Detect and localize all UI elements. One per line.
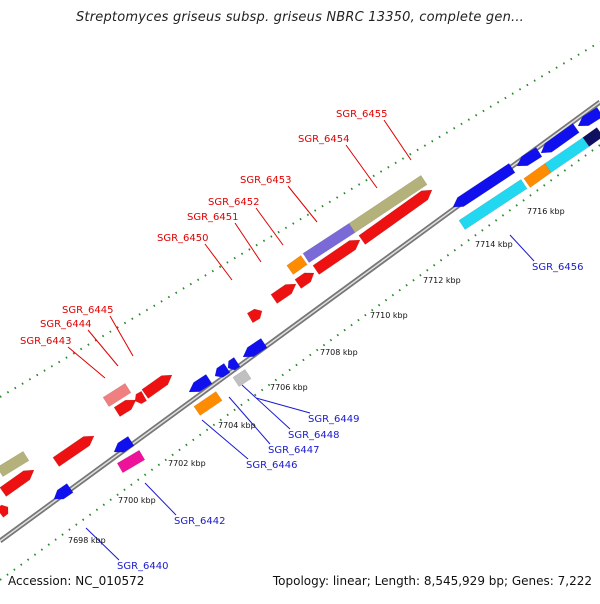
gene-label-forward: SGR_6454 xyxy=(298,134,350,145)
leader-line xyxy=(201,419,249,460)
scale-tick-label: 7712 kbp xyxy=(423,276,461,285)
summary-text: Topology: linear; Length: 8,545,929 bp; … xyxy=(272,574,592,588)
leader-line xyxy=(241,384,291,430)
gene-rev-j xyxy=(577,107,600,127)
gene-fwd-i xyxy=(294,272,315,289)
leader-line xyxy=(228,396,271,445)
gene-label-reverse: SGR_6440 xyxy=(117,561,169,572)
leader-line xyxy=(144,482,177,516)
scale-tick-label: 7714 kbp xyxy=(475,240,513,249)
leader-line xyxy=(255,207,284,246)
gene-label-forward: SGR_6445 xyxy=(62,305,114,316)
leader-line xyxy=(204,243,233,281)
gene-fwd-g xyxy=(246,308,263,324)
upper-tick-rail xyxy=(0,41,600,398)
gene-rev-d xyxy=(214,363,231,378)
scale-tick-label: 7710 kbp xyxy=(370,311,408,320)
gene-rev-magenta xyxy=(116,449,146,474)
leader-line xyxy=(383,119,412,161)
gene-fwd-e xyxy=(134,390,148,405)
gene-fwd-a xyxy=(0,504,9,518)
leader-line xyxy=(87,329,119,367)
gene-label-forward: SGR_6450 xyxy=(157,233,209,244)
gene-features xyxy=(0,107,600,518)
leader-line xyxy=(345,144,378,189)
gene-rev-c xyxy=(188,374,213,393)
scale-tick-label: 7706 kbp xyxy=(270,383,308,392)
scale-tick-label: 7698 kbp xyxy=(68,536,106,545)
gene-rev-h xyxy=(516,147,543,167)
scale-tick-label: 7700 kbp xyxy=(118,496,156,505)
gene-rev-f xyxy=(242,338,268,358)
gene-labels: SGR_6443 SGR_6444 SGR_6445 SGR_6450 SGR_6451… xyxy=(20,109,584,572)
map-title: Streptomyces griseus subsp. griseus NBRC… xyxy=(75,10,525,25)
gene-fwd-d xyxy=(113,399,137,417)
gene-rev-e xyxy=(227,357,241,371)
gene-rev-g xyxy=(452,163,516,208)
gene-rev-gray xyxy=(232,369,252,387)
gene-fwd-olive-a xyxy=(0,450,30,478)
gene-label-reverse: SGR_6456 xyxy=(532,262,584,273)
gene-fwd-olive-b xyxy=(348,175,428,233)
gene-label-forward: SGR_6444 xyxy=(40,319,92,330)
gene-rev-orange-a xyxy=(193,391,223,416)
gene-rev-b xyxy=(113,436,135,453)
gene-rev-navy xyxy=(582,127,600,147)
scale-tick-label: 7708 kbp xyxy=(320,348,358,357)
gene-label-forward: SGR_6443 xyxy=(20,336,72,347)
gene-rev-cyan-b xyxy=(544,137,590,173)
leader-line xyxy=(109,315,134,357)
accession-text: Accession: NC_010572 xyxy=(8,574,145,588)
gene-fwd-orange xyxy=(286,255,308,275)
gene-label-reverse: SGR_6446 xyxy=(246,460,298,471)
gene-label-reverse: SGR_6447 xyxy=(268,445,320,456)
leader-line xyxy=(234,222,262,263)
leader-line xyxy=(67,346,106,379)
scale-tick-label: 7716 kbp xyxy=(527,207,565,216)
label-leaders xyxy=(67,119,535,561)
gene-label-forward: SGR_6453 xyxy=(240,175,292,186)
gene-fwd-f xyxy=(141,374,173,399)
scale-tick-labels: 7698 kbp 7700 kbp 7702 kbp 7704 kbp 7706 kbp… xyxy=(68,207,565,545)
gene-fwd-j xyxy=(312,239,361,275)
gene-label-forward: SGR_6455 xyxy=(336,109,388,120)
leader-line xyxy=(255,397,311,414)
lower-tick-rail xyxy=(0,144,600,581)
gene-fwd-k xyxy=(358,189,433,245)
scale-tick-label: 7702 kbp xyxy=(168,459,206,468)
gene-label-forward: SGR_6451 xyxy=(187,212,239,223)
gene-rev-i xyxy=(540,123,580,154)
gene-label-forward: SGR_6452 xyxy=(208,197,260,208)
gene-label-reverse: SGR_6442 xyxy=(174,516,226,527)
gene-fwd-c xyxy=(52,435,95,467)
gene-fwd-purple xyxy=(302,223,356,263)
leader-line xyxy=(509,234,535,262)
gene-rev-a xyxy=(53,483,74,500)
gene-rev-orange-b xyxy=(523,163,552,188)
gene-fwd-b xyxy=(0,469,35,497)
leader-line xyxy=(85,527,120,561)
gene-label-reverse: SGR_6449 xyxy=(308,414,360,425)
gene-fwd-pink xyxy=(102,383,132,407)
scale-tick-label: 7704 kbp xyxy=(218,421,256,430)
gene-label-reverse: SGR_6448 xyxy=(288,430,340,441)
leader-line xyxy=(287,185,318,223)
gene-fwd-h xyxy=(270,283,297,304)
gene-rev-cyan-a xyxy=(458,179,528,230)
